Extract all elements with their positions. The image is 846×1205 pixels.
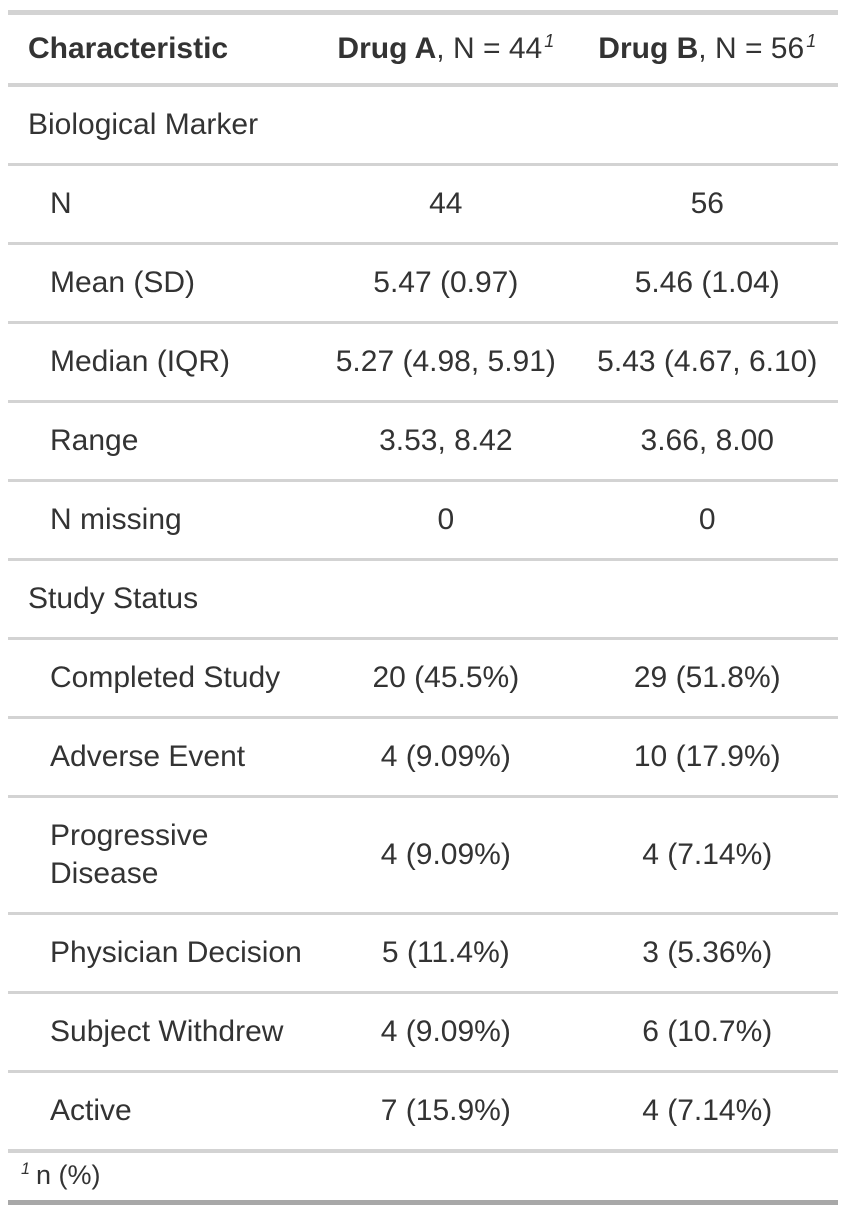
row-label: Mean (SD) [50,266,196,299]
table-row: N missing 0 0 [8,482,838,561]
table-row: Range 3.53, 8.42 3.66, 8.00 [8,403,838,482]
cell-drug-a: 20 (45.5%) [372,661,520,694]
table-row: Median (IQR) 5.27 (4.98, 5.91) 5.43 (4.6… [8,324,838,403]
drug-b-n-suffix: , N = 56 [698,32,805,65]
cell-drug-a: 44 [429,187,463,220]
cell-drug-a: 5 (11.4%) [381,936,510,969]
cell-drug-a: 5.27 (4.98, 5.91) [335,345,556,378]
cell-drug-b: 0 [698,503,716,536]
table-row: Mean (SD) 5.47 (0.97) 5.46 (1.04) [8,245,838,324]
row-label: Range [50,424,139,457]
cell-drug-a: 4 (9.09%) [380,740,511,773]
table-row: Physician Decision 5 (11.4%) 3 (5.36%) [8,915,838,994]
cell-drug-a: 7 (15.9%) [380,1094,511,1127]
cell-drug-b: 3.66, 8.00 [640,424,774,457]
summary-table-page: Characteristic Drug A, N = 44 1 Drug B, N… [0,10,846,1205]
row-label: Study Status [28,582,199,615]
table-row: Progressive Disease 4 (9.09%) 4 (7.14%) [8,798,838,915]
header-drug-b: Drug B, N = 56 1 [577,15,838,83]
row-label: Completed Study [50,661,281,694]
table-row: Active 7 (15.9%) 4 (7.14%) [8,1073,838,1149]
cell-drug-b: 5.43 (4.67, 6.10) [597,345,818,378]
footnote: 1 n (%) [8,1153,838,1200]
row-label: Biological Marker [28,108,259,141]
row-label: Subject Withdrew [50,1015,284,1048]
footnote-marker: 1 [544,31,555,51]
cell-drug-a [315,580,576,618]
table-row: Completed Study 20 (45.5%) 29 (51.8%) [8,640,838,719]
header-drug-a: Drug A, N = 44 1 [315,15,576,83]
table-header-row: Characteristic Drug A, N = 44 1 Drug B, N… [8,15,838,87]
cell-drug-b: 4 (7.14%) [642,838,773,871]
row-label: Physician Decision [50,936,302,969]
drug-a-n-suffix: , N = 44 [436,32,543,65]
row-label: N [50,187,72,220]
cell-drug-b: 10 (17.9%) [633,740,781,773]
cell-drug-a [315,106,576,144]
cell-drug-a: 4 (9.09%) [380,838,511,871]
row-label: N missing [50,503,182,536]
table-row: Subject Withdrew 4 (9.09%) 6 (10.7%) [8,994,838,1073]
drug-a-name: Drug A [337,32,437,65]
table-body: Biological Marker N 44 56 Mean (SD) 5.47… [8,87,838,1153]
cell-drug-a: 4 (9.09%) [380,1015,511,1048]
row-label: Progressive Disease [50,819,209,890]
row-label: Adverse Event [50,740,246,773]
cell-drug-b: 5.46 (1.04) [634,266,780,299]
table-row: N 44 56 [8,166,838,245]
table-row: Biological Marker [8,87,838,166]
summary-table: Characteristic Drug A, N = 44 1 Drug B, N… [8,10,838,1205]
cell-drug-a: 3.53, 8.42 [379,424,513,457]
footnote-marker: 1 [806,31,817,51]
cell-drug-b [577,106,838,144]
cell-drug-a: 0 [437,503,455,536]
cell-drug-b: 3 (5.36%) [642,936,773,969]
table-row: Adverse Event 4 (9.09%) 10 (17.9%) [8,719,838,798]
row-label: Median (IQR) [50,345,231,378]
cell-drug-b [577,580,838,618]
footnote-text: n (%) [36,1160,101,1190]
cell-drug-b: 29 (51.8%) [633,661,781,694]
cell-drug-b: 56 [690,187,724,220]
cell-drug-b: 6 (10.7%) [642,1015,773,1048]
row-label: Active [50,1094,132,1127]
header-characteristic: Characteristic [28,32,229,65]
footnote-marker: 1 [21,1160,31,1178]
cell-drug-a: 5.47 (0.97) [373,266,519,299]
drug-b-name: Drug B [598,32,699,65]
table-row: Study Status [8,561,838,640]
cell-drug-b: 4 (7.14%) [642,1094,773,1127]
